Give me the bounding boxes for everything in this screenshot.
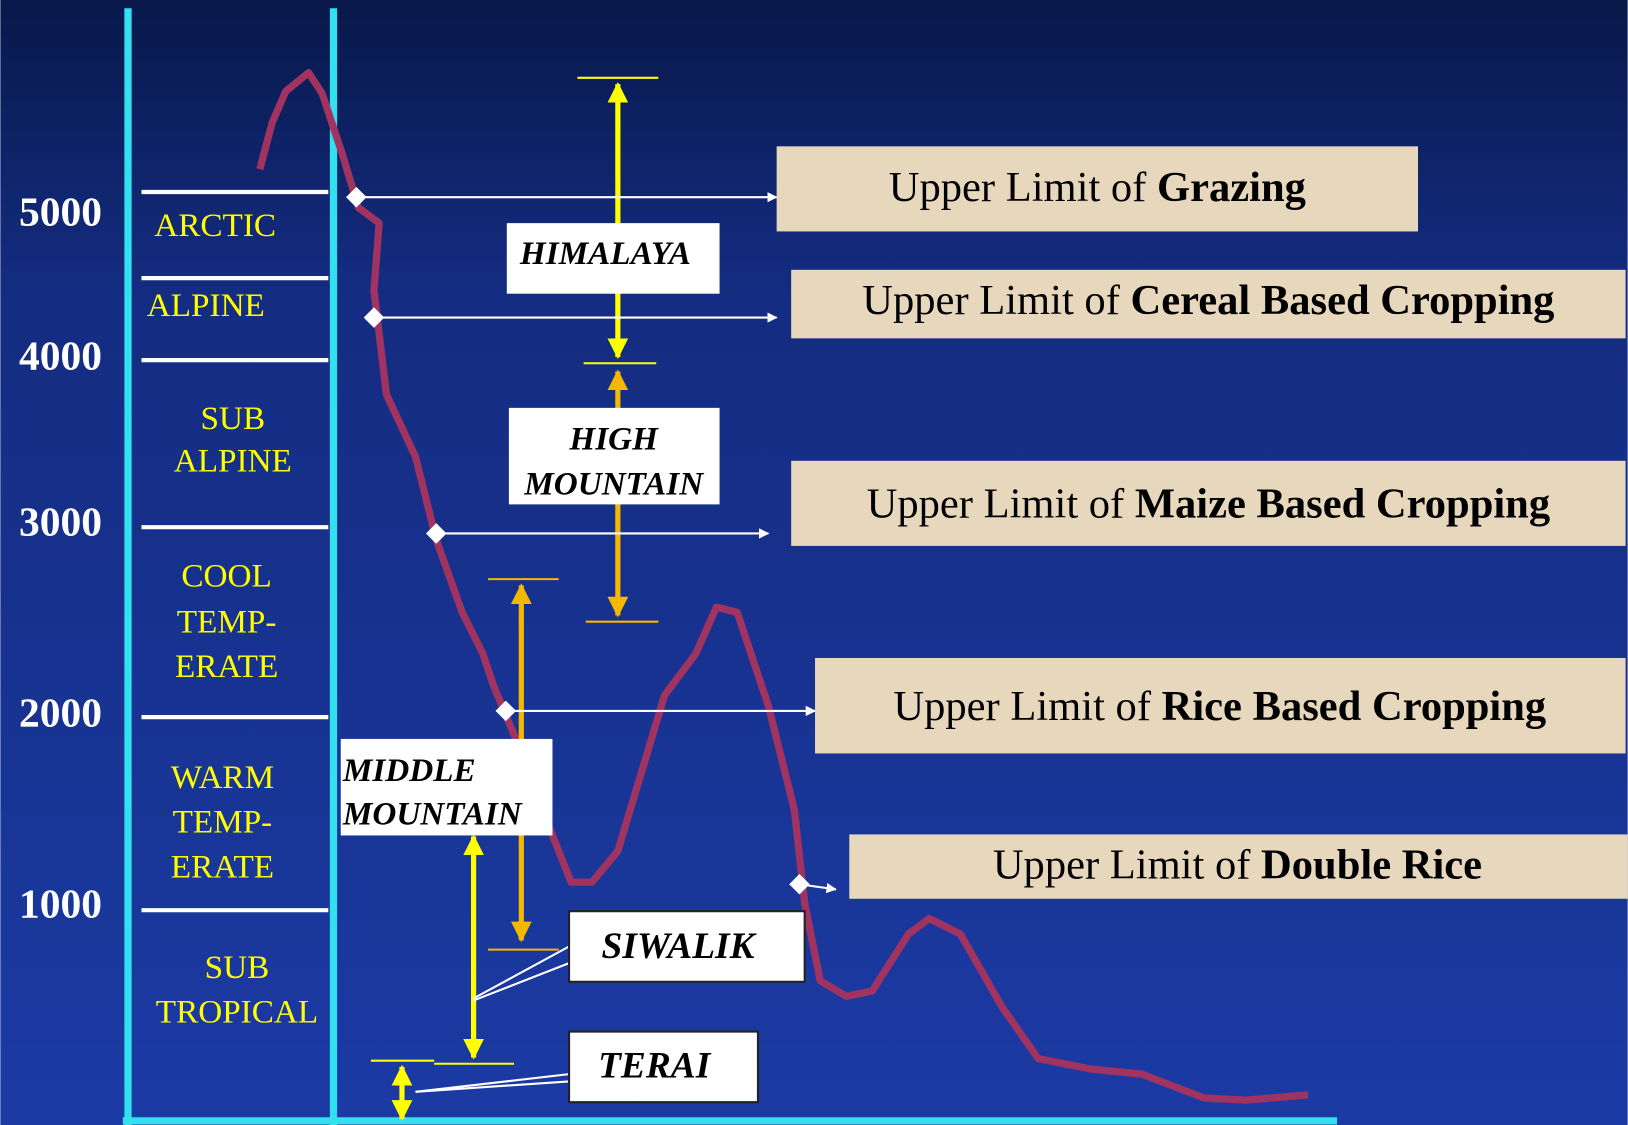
limit-box xyxy=(791,460,1626,546)
zone-label: TEMP- xyxy=(177,603,277,640)
callout-line xyxy=(415,1073,570,1093)
limit-label: Upper Limit of Cereal Based Cropping xyxy=(862,277,1554,324)
region-label: TERAI xyxy=(598,1046,712,1087)
region-box xyxy=(506,223,720,294)
region-box xyxy=(568,910,806,983)
zone-label: ARCTIC xyxy=(154,207,276,244)
callout-line xyxy=(415,1080,570,1093)
callout-line xyxy=(473,962,570,1002)
terrain-profile xyxy=(256,69,1309,1104)
zone-label: ERATE xyxy=(171,848,274,885)
limit-prefix: Upper Limit of xyxy=(862,277,1120,324)
zone-label: TROPICAL xyxy=(156,994,318,1031)
zone-label: ERATE xyxy=(175,648,278,685)
zone-label: TEMP- xyxy=(173,804,273,841)
limit-marker xyxy=(789,873,810,895)
zone-label: COOL xyxy=(181,558,271,595)
limit-crop: Grazing xyxy=(1157,164,1306,211)
callout-line xyxy=(473,945,570,1000)
limit-prefix: Upper Limit of xyxy=(893,683,1151,730)
limit-box xyxy=(849,834,1628,899)
region-label: HIGH xyxy=(568,421,659,458)
altitude-label: 1000 xyxy=(19,881,102,927)
limit-label: Upper Limit of Grazing xyxy=(889,164,1306,211)
zone-label: SUB xyxy=(205,949,270,986)
limit-crop: Maize Based Cropping xyxy=(1135,480,1550,527)
altitude-label: 3000 xyxy=(19,499,102,545)
limit-label: Upper Limit of Double Rice xyxy=(993,841,1482,888)
region-label: SIWALIK xyxy=(602,926,757,967)
limit-marker xyxy=(495,700,517,722)
region-box xyxy=(568,1030,759,1104)
region-label: MOUNTAIN xyxy=(342,795,523,832)
limit-box xyxy=(791,269,1626,339)
limit-crop: Rice Based Cropping xyxy=(1162,683,1547,730)
limit-label: Upper Limit of Maize Based Cropping xyxy=(867,480,1550,527)
limit-box xyxy=(815,657,1626,754)
limit-prefix: Upper Limit of xyxy=(993,841,1251,888)
limit-box xyxy=(776,146,1419,232)
region-box xyxy=(340,738,553,836)
altitude-label: 5000 xyxy=(19,188,102,234)
region-box xyxy=(508,407,720,505)
zone-label: ALPINE xyxy=(174,443,292,480)
altitude-label: 2000 xyxy=(19,690,102,736)
region-label: HIMALAYA xyxy=(519,235,691,272)
zone-label: WARM xyxy=(171,759,274,796)
region-label: MIDDLE xyxy=(342,752,476,789)
region-label: MOUNTAIN xyxy=(523,465,704,502)
limit-marker xyxy=(346,186,367,208)
limit-crop: Cereal Based Cropping xyxy=(1131,277,1555,324)
limit-crop: Double Rice xyxy=(1261,841,1482,888)
altitude-label: 4000 xyxy=(19,333,102,379)
limit-prefix: Upper Limit of xyxy=(889,164,1147,211)
zone-label: ALPINE xyxy=(147,287,265,324)
zone-label: SUB xyxy=(201,400,266,437)
limit-label: Upper Limit of Rice Based Cropping xyxy=(893,683,1546,730)
limit-prefix: Upper Limit of xyxy=(867,480,1125,527)
